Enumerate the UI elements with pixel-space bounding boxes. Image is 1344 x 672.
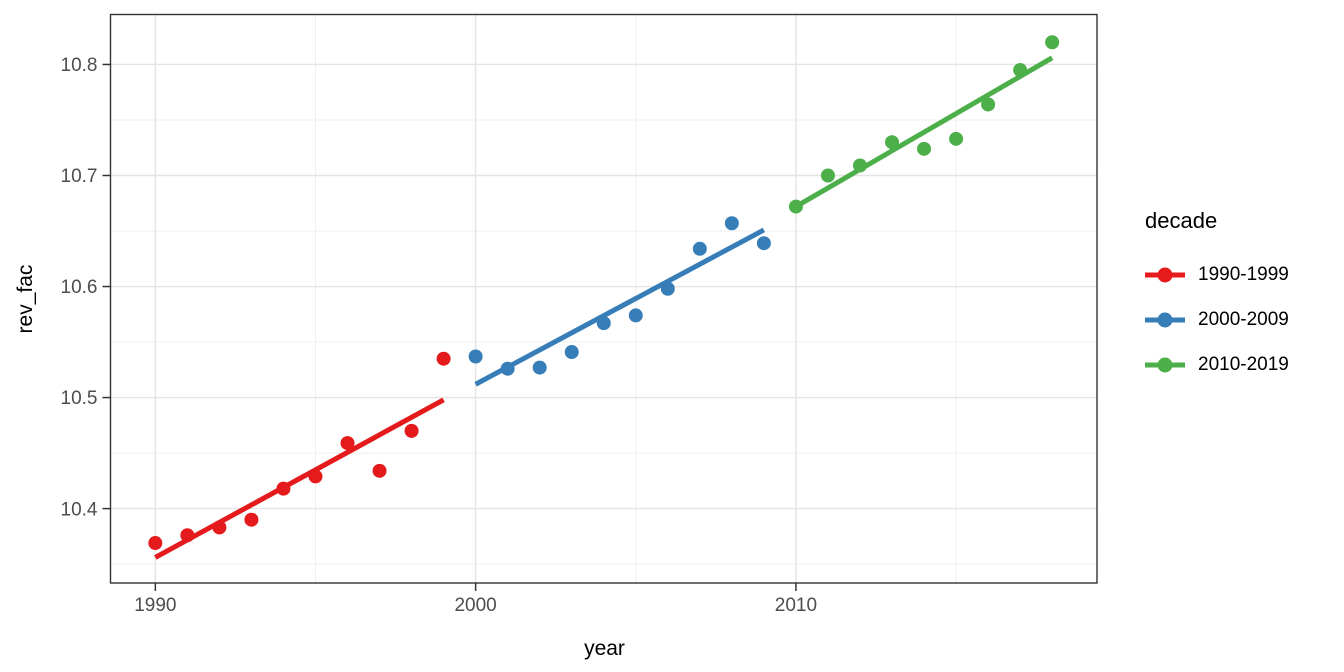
data-point (436, 351, 451, 366)
data-point (340, 436, 355, 451)
y-axis-title: rev_fac (14, 264, 37, 334)
legend-items: 1990-1999 2000-2009 2010-2019 (1145, 252, 1289, 387)
x-tick-label: 2000 (454, 595, 496, 616)
data-point (564, 345, 579, 360)
legend-title: decade (1145, 208, 1218, 233)
trend-line-1990-1999 (154, 397, 445, 560)
legend-key-icon (1145, 357, 1185, 372)
axis-ticks (102, 63, 797, 591)
data-point (692, 241, 707, 256)
data-point (981, 97, 996, 112)
legend: decade 1990-1999 2000-2009 2010-2019 (1145, 206, 1289, 387)
data-point (949, 131, 964, 146)
x-axis-tick-labels: 1990 2000 2010 (134, 595, 817, 616)
y-tick-label: 10.7 (61, 166, 98, 187)
legend-key-icon (1145, 312, 1185, 327)
legend-item-label: 2000-2009 (1198, 308, 1289, 330)
data-point (885, 135, 900, 150)
data-point (756, 236, 771, 251)
data-point (628, 308, 643, 323)
y-axis-tick-labels: 10.4 10.5 10.6 10.7 10.8 (61, 55, 98, 520)
y-tick-label: 10.5 (61, 388, 98, 409)
data-point (404, 423, 419, 438)
data-point (917, 141, 932, 156)
data-point (724, 216, 739, 231)
grid-minor (110, 14, 1097, 583)
y-tick-label: 10.6 (61, 277, 98, 298)
trend-line-2010-2019 (794, 55, 1054, 209)
data-point (532, 360, 547, 375)
legend-key-icon (1145, 267, 1185, 282)
grid-major (110, 14, 1097, 583)
panel-border (109, 13, 1098, 584)
series-points-2000-2009 (468, 216, 771, 376)
x-tick-label: 2010 (775, 595, 817, 616)
data-point (244, 512, 259, 527)
trend-line-2000-2009 (474, 227, 766, 387)
legend-item: 2010-2019 (1145, 342, 1289, 387)
data-point (372, 463, 387, 478)
data-point (148, 536, 163, 551)
data-point (1045, 35, 1060, 50)
y-tick-label: 10.4 (61, 499, 98, 520)
legend-item-label: 2010-2019 (1198, 353, 1289, 375)
y-tick-label: 10.8 (61, 55, 98, 76)
data-point (820, 168, 835, 183)
data-point (468, 349, 483, 364)
x-axis-title: year (584, 637, 625, 660)
legend-item-label: 1990-1999 (1198, 263, 1289, 285)
legend-item: 1990-1999 (1145, 252, 1289, 297)
panel-background (110, 14, 1097, 583)
x-tick-label: 1990 (134, 595, 176, 616)
legend-item: 2000-2009 (1145, 297, 1289, 342)
